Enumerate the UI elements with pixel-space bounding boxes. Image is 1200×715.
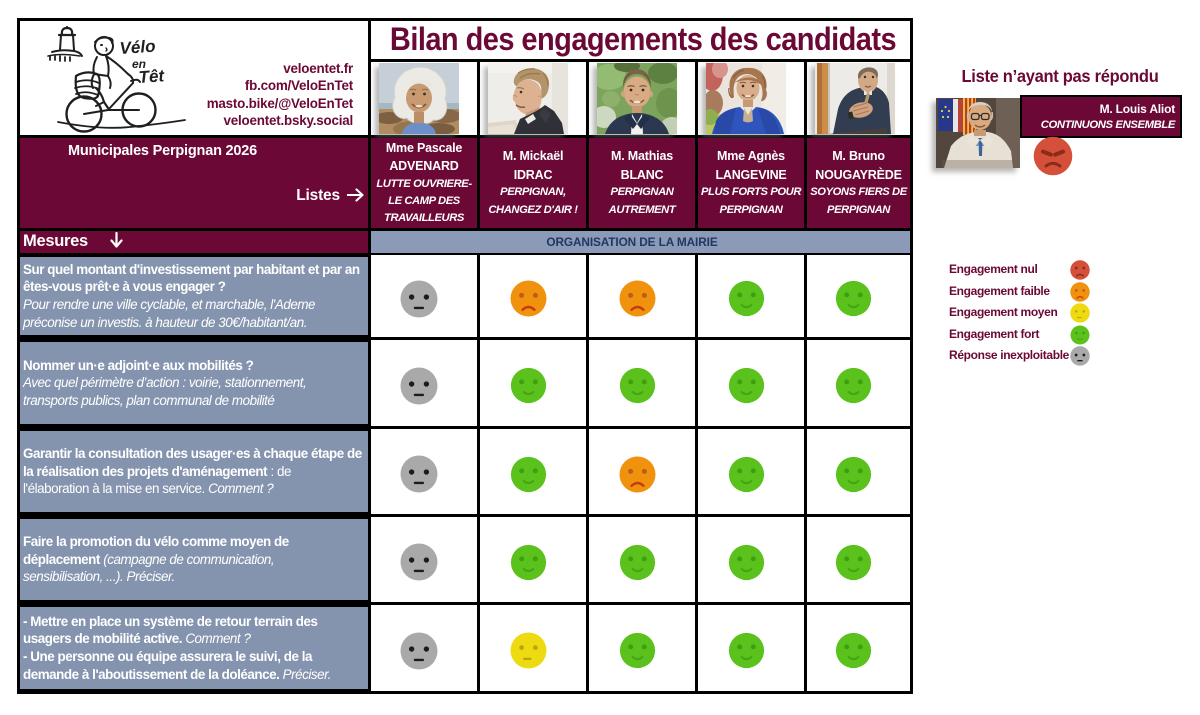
svg-text:Têt: Têt <box>138 66 166 87</box>
svg-text:Vélo: Vélo <box>119 37 156 58</box>
svg-text:en: en <box>132 57 146 71</box>
